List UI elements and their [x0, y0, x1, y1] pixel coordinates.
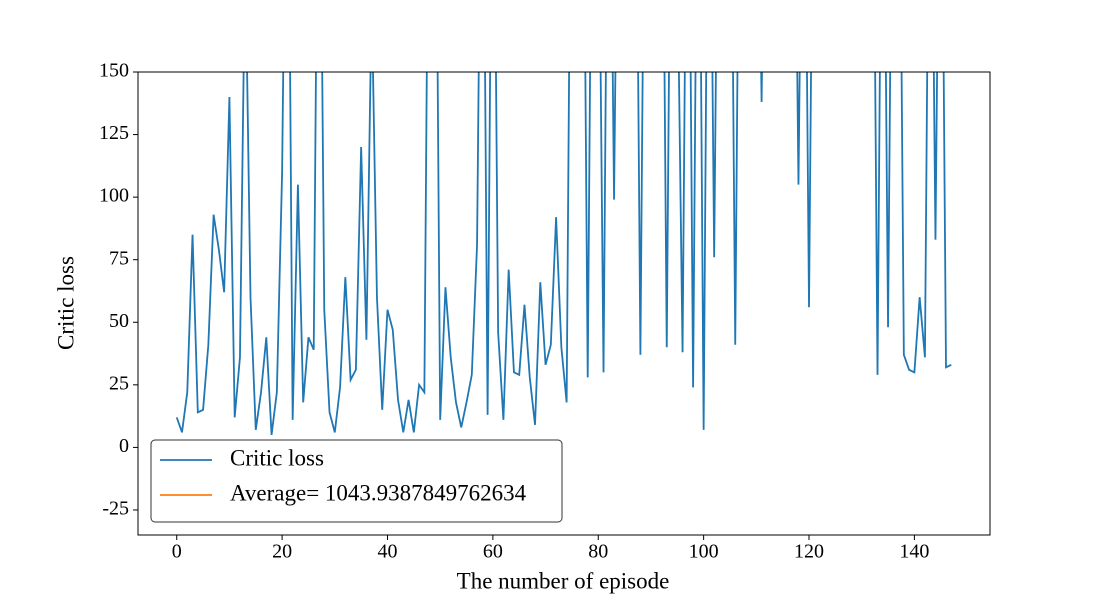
- legend-box: [150, 439, 563, 523]
- y-axis-label: Critic loss: [53, 256, 78, 350]
- y-tick-label: 100: [99, 185, 129, 207]
- x-axis-label: The number of episode: [457, 568, 670, 593]
- y-tick-label: 25: [109, 372, 129, 394]
- legend-label: Average= 1043.9387849762634: [230, 480, 527, 505]
- x-tick-label: 80: [588, 541, 608, 563]
- y-tick-label: 150: [99, 60, 129, 82]
- x-tick-label: 40: [377, 541, 397, 563]
- x-tick-label: 120: [794, 541, 824, 563]
- y-tick-label: 75: [109, 247, 129, 269]
- y-tick-label: 0: [119, 435, 129, 457]
- x-tick-label: 20: [272, 541, 292, 563]
- y-tick-label: -25: [102, 498, 129, 520]
- x-tick-label: 140: [899, 541, 929, 563]
- legend-label: Critic loss: [230, 445, 324, 470]
- x-tick-label: 0: [172, 541, 182, 563]
- plot-frame: [137, 71, 991, 536]
- x-tick-label: 100: [689, 541, 719, 563]
- x-tick-label: 60: [483, 541, 503, 563]
- plot-area: [175, 72, 952, 436]
- y-tick-label: 125: [99, 122, 129, 144]
- y-tick-label: 50: [109, 310, 129, 332]
- data-line: [175, 72, 952, 436]
